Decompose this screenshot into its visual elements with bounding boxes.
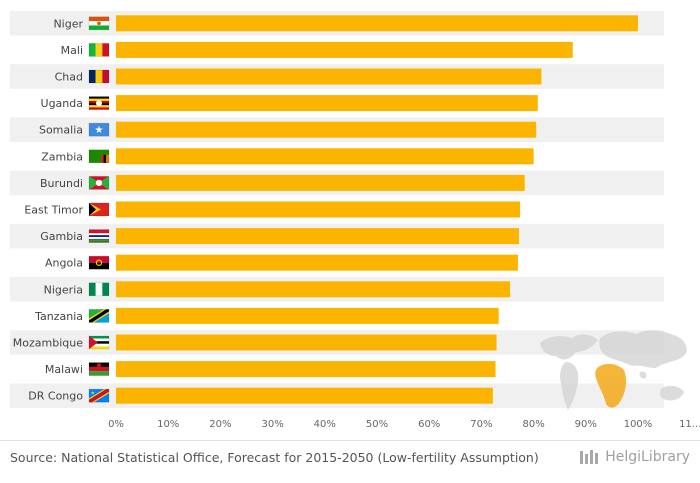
bar-east-timor[interactable] [116,201,521,218]
burundi-flag [88,176,110,190]
uganda-flag [88,96,110,110]
mozambique-flag [88,335,110,350]
bar-mali[interactable] [116,41,573,58]
x-tick-label: 10% [157,419,179,430]
category-label: Niger [53,17,83,30]
x-tick-label: 30% [261,419,283,430]
chad-flag [88,69,110,84]
east-timor-flag [88,202,110,217]
helgi-library-logo[interactable]: HelgiLibrary [579,449,690,465]
world-map-watermark [540,330,687,410]
category-label: Tanzania [34,310,83,323]
gambia-flag [88,229,110,243]
category-label: Mali [61,44,83,57]
library-columns-icon [580,450,599,464]
mali-flag [88,43,110,57]
bars [116,15,638,404]
somalia-flag: ★ [88,122,110,137]
x-tick-label: 11... [679,419,700,430]
category-label: Burundi [40,177,83,190]
category-label: Chad [55,71,83,84]
category-label: DR Congo [28,390,83,403]
category-label: Angola [45,257,83,270]
x-tick-label: 50% [366,419,388,430]
svg-text:★: ★ [91,390,96,396]
bar-chad[interactable] [116,68,542,85]
x-tick-label: 90% [575,419,597,430]
bar-somalia[interactable] [116,121,537,138]
bar-burundi[interactable] [116,174,525,191]
category-label: Gambia [40,230,83,243]
bar-dr-congo[interactable] [116,387,493,404]
dr-congo-flag: ★ [88,388,110,403]
svg-text:★: ★ [95,125,104,136]
x-tick-label: 70% [470,419,492,430]
tanzania-flag [88,309,110,323]
bar-nigeria[interactable] [116,281,511,298]
category-label: Zambia [41,150,83,163]
x-tick-label: 20% [209,419,231,430]
x-tick-label: 100% [624,419,653,430]
category-labels: Niger Mali Chad Uganda Somalia Zambia Burundi E… [13,17,84,402]
malawi-flag [88,362,110,376]
x-tick-label: 60% [418,419,440,430]
nigeria-flag [88,282,110,297]
x-tick-label: 0% [108,419,124,430]
flag-icons: ★★ [88,16,110,403]
x-tick-label: 80% [522,419,544,430]
category-label: Somalia [39,124,83,137]
footer-divider [0,440,700,441]
zambia-flag [88,149,110,164]
category-label: Nigeria [44,283,83,296]
category-label: Malawi [45,363,83,376]
category-label: Uganda [41,97,83,110]
bar-gambia[interactable] [116,228,519,245]
x-tick-label: 40% [314,419,336,430]
source-note: Source: National Statistical Office, For… [10,450,539,465]
bar-zambia[interactable] [116,148,534,165]
category-label: East Timor [24,204,83,217]
category-label: Mozambique [13,337,83,350]
bar-tanzania[interactable] [116,307,499,324]
bar-chart: Niger Mali Chad Uganda Somalia Zambia Burundi E… [10,11,700,430]
bar-angola[interactable] [116,254,518,271]
bar-malawi[interactable] [116,361,496,378]
x-axis-ticks: 0% 10% 20% 30% 40% 50% 60% 70% 80% 90% 100% 11... [108,419,700,430]
bar-niger[interactable] [116,15,638,32]
niger-flag [88,16,110,31]
angola-flag [88,255,110,270]
bar-uganda[interactable] [116,95,538,112]
logo-text: HelgiLibrary [605,449,690,465]
bar-mozambique[interactable] [116,334,497,351]
